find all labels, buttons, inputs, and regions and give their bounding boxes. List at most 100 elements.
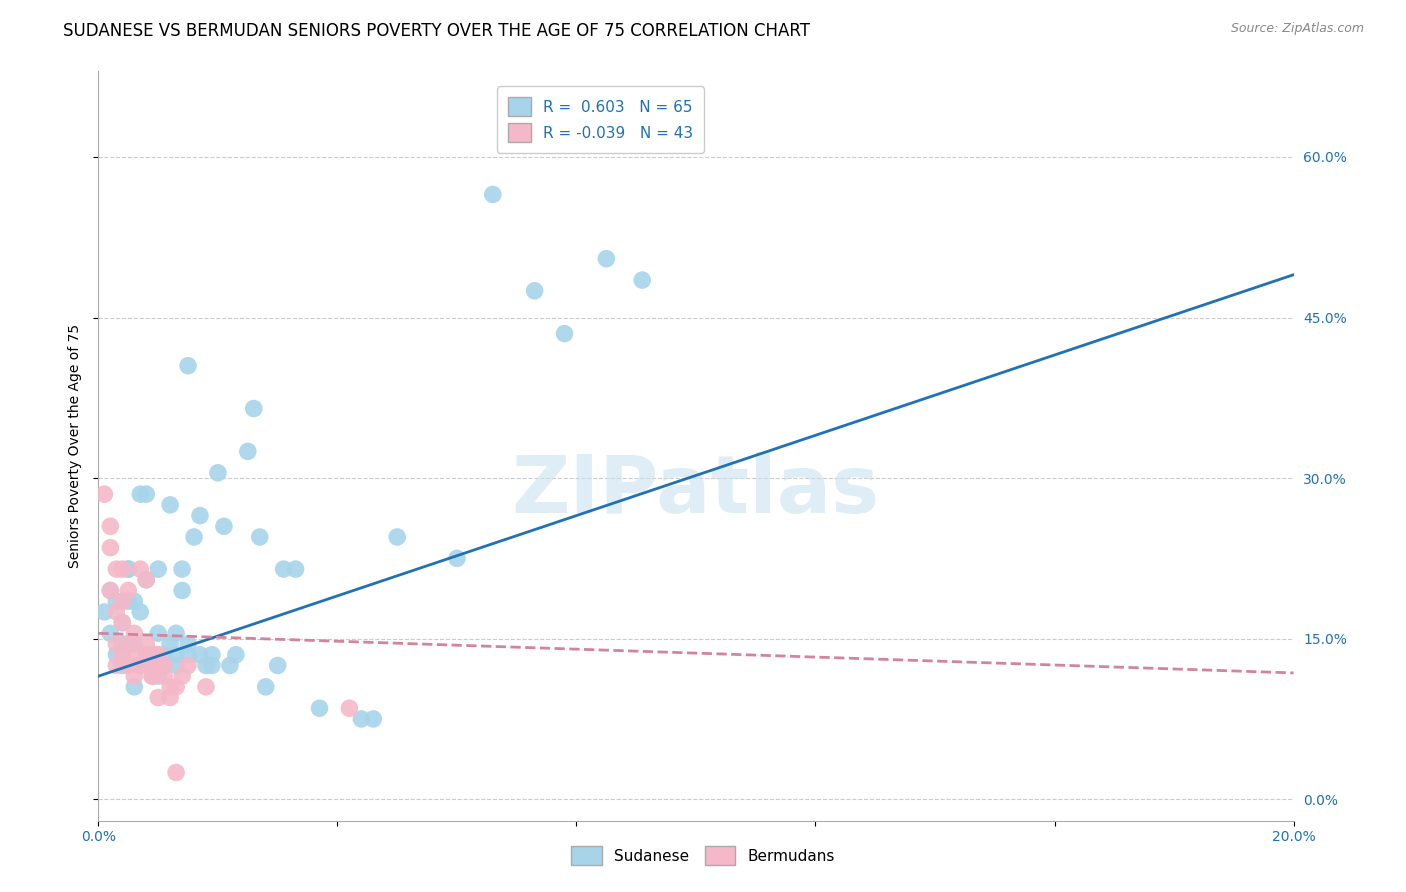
Point	[631, 273, 654, 287]
Point	[195, 658, 218, 673]
Point	[141, 648, 163, 662]
Point	[129, 487, 152, 501]
Point	[98, 519, 122, 533]
Point	[129, 658, 152, 673]
Point	[98, 541, 122, 555]
Point	[93, 605, 115, 619]
Point	[153, 648, 176, 662]
Point	[188, 508, 211, 523]
Point	[93, 487, 115, 501]
Point	[188, 648, 211, 662]
Point	[284, 562, 307, 576]
Point	[105, 594, 128, 608]
Point	[129, 658, 152, 673]
Point	[554, 326, 576, 341]
Point	[177, 648, 200, 662]
Point	[254, 680, 277, 694]
Y-axis label: Seniors Poverty Over the Age of 75: Seniors Poverty Over the Age of 75	[69, 324, 83, 568]
Point	[117, 583, 139, 598]
Point	[117, 658, 139, 673]
Point	[165, 648, 187, 662]
Point	[117, 637, 139, 651]
Point	[117, 594, 139, 608]
Point	[124, 648, 146, 662]
Point	[111, 648, 134, 662]
Point	[98, 583, 122, 598]
Point	[177, 658, 200, 673]
Point	[111, 615, 134, 630]
Point	[148, 648, 170, 662]
Point	[172, 583, 194, 598]
Point	[159, 690, 181, 705]
Point	[172, 669, 194, 683]
Point	[124, 626, 146, 640]
Point	[165, 765, 187, 780]
Point	[117, 637, 139, 651]
Point	[165, 626, 187, 640]
Point	[148, 626, 170, 640]
Point	[165, 680, 187, 694]
Point	[111, 594, 134, 608]
Point	[219, 658, 242, 673]
Point	[141, 648, 163, 662]
Point	[124, 680, 146, 694]
Point	[135, 487, 157, 501]
Point	[124, 637, 146, 651]
Point	[212, 519, 235, 533]
Point	[177, 637, 200, 651]
Legend: Sudanese, Bermudans: Sudanese, Bermudans	[565, 840, 841, 871]
Point	[141, 669, 163, 683]
Point	[172, 562, 194, 576]
Point	[201, 648, 224, 662]
Point	[135, 573, 157, 587]
Point	[153, 658, 176, 673]
Point	[159, 680, 181, 694]
Point	[148, 669, 170, 683]
Point	[308, 701, 330, 715]
Point	[124, 594, 146, 608]
Point	[148, 690, 170, 705]
Point	[148, 562, 170, 576]
Point	[105, 648, 128, 662]
Point	[339, 701, 361, 715]
Point	[159, 498, 181, 512]
Point	[141, 658, 163, 673]
Point	[148, 658, 170, 673]
Point	[105, 658, 128, 673]
Point	[105, 637, 128, 651]
Point	[111, 615, 134, 630]
Point	[195, 680, 218, 694]
Legend: R =  0.603   N = 65, R = -0.039   N = 43: R = 0.603 N = 65, R = -0.039 N = 43	[498, 87, 703, 153]
Point	[267, 658, 290, 673]
Point	[135, 648, 157, 662]
Point	[183, 530, 205, 544]
Point	[111, 658, 134, 673]
Point	[105, 562, 128, 576]
Point	[98, 583, 122, 598]
Point	[249, 530, 271, 544]
Point	[117, 562, 139, 576]
Point	[159, 637, 181, 651]
Point	[207, 466, 229, 480]
Point	[129, 658, 152, 673]
Text: ZIPatlas: ZIPatlas	[512, 452, 880, 530]
Point	[129, 605, 152, 619]
Text: Source: ZipAtlas.com: Source: ZipAtlas.com	[1230, 22, 1364, 36]
Point	[482, 187, 505, 202]
Point	[129, 562, 152, 576]
Point	[148, 648, 170, 662]
Point	[273, 562, 295, 576]
Point	[177, 359, 200, 373]
Point	[225, 648, 247, 662]
Point	[363, 712, 385, 726]
Point	[446, 551, 468, 566]
Point	[385, 530, 409, 544]
Point	[124, 669, 146, 683]
Point	[111, 562, 134, 576]
Point	[141, 658, 163, 673]
Point	[523, 284, 546, 298]
Point	[141, 648, 163, 662]
Point	[111, 637, 134, 651]
Point	[105, 605, 128, 619]
Point	[165, 658, 187, 673]
